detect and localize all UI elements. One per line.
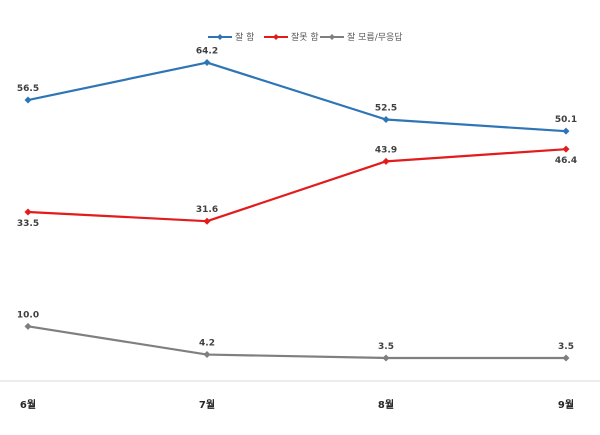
x-tick-label: 8월 <box>378 399 394 411</box>
data-point <box>382 116 390 123</box>
data-point <box>203 59 211 67</box>
legend-swatch-marker <box>273 34 279 40</box>
data-point <box>24 322 32 330</box>
data-label: 46.4 <box>555 156 577 166</box>
x-axis: 6월 7월 8월 9월 <box>0 380 600 411</box>
series-line-0 <box>27 61 567 133</box>
legend-label: 잘못 함 <box>291 31 319 43</box>
data-point <box>382 354 390 362</box>
data-label: 10.0 <box>17 310 39 320</box>
legend: 잘 함 잘못 함 잘 모름/무응답 <box>208 31 403 43</box>
data-point <box>562 127 570 135</box>
series-layer <box>24 59 570 362</box>
x-tick-label: 6월 <box>20 399 36 411</box>
data-label: 4.2 <box>199 339 215 349</box>
data-label: 43.9 <box>375 145 397 155</box>
data-point <box>562 354 570 362</box>
legend-swatch-marker <box>329 34 335 40</box>
data-point <box>382 157 390 165</box>
x-tick-label: 7월 <box>199 399 215 411</box>
legend-label: 잘 함 <box>235 31 254 43</box>
data-label: 64.2 <box>196 47 218 57</box>
data-label: 3.5 <box>558 342 574 352</box>
data-label: 50.1 <box>555 115 577 125</box>
data-point <box>562 145 570 153</box>
data-point <box>203 351 211 359</box>
x-tick-label: 9월 <box>558 399 574 411</box>
series-line-1 <box>27 148 567 223</box>
data-label: 31.6 <box>196 205 218 215</box>
data-point <box>203 217 211 225</box>
data-label: 56.5 <box>17 84 39 94</box>
data-point <box>24 208 32 216</box>
data-point <box>24 96 32 104</box>
data-label: 33.5 <box>17 219 39 229</box>
data-label: 52.5 <box>375 104 397 114</box>
legend-label: 잘 모름/무응답 <box>347 31 403 43</box>
legend-swatch-marker <box>217 34 223 40</box>
data-label: 3.5 <box>378 342 394 352</box>
data-labels: 56.5 64.2 52.5 50.1 33.5 31.6 43.9 46.4 10.0 4.2 3… <box>17 47 577 352</box>
series-line-2 <box>27 325 566 360</box>
